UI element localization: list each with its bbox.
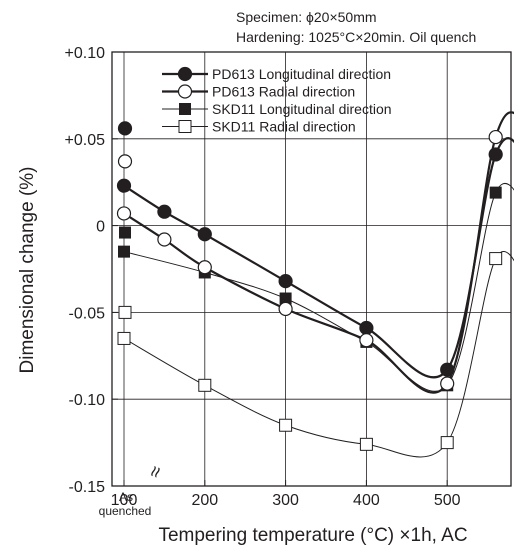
legend-marker (179, 103, 191, 115)
data-point-pd613-radial-direction (440, 376, 455, 391)
y-axis-title: Dimensional change (%) (17, 167, 38, 374)
series-line-pd613-longitudinal-direction (123, 137, 514, 379)
series-markers (116, 121, 503, 451)
data-point-pd613-longitudinal-direction (440, 362, 455, 377)
x-tick-label: 300 (272, 492, 299, 509)
data-point-skd11-longitudinal-direction (118, 245, 130, 258)
x-tick-label: 200 (191, 492, 218, 509)
x-tick-label: 500 (434, 492, 461, 509)
legend-label: PD613 Longitudinal direction (212, 66, 391, 82)
as-quenched-label-line1: As (119, 490, 133, 504)
legend-marker (177, 66, 193, 82)
legend-label: SKD11 Longitudinal direction (212, 101, 392, 117)
legend-marker (177, 84, 193, 99)
as-quenched-label-line2: quenched (99, 504, 152, 518)
as-quenched-point-skd11-longitudinal-direction (119, 226, 131, 239)
hardening-note: Hardening: 1025°C×20min. Oil quench (236, 29, 476, 45)
series-lines (123, 111, 514, 458)
legend-entry-skd11-longitudinal-direction: SKD11 Longitudinal direction (162, 101, 392, 117)
legend-marker (178, 120, 192, 133)
data-point-pd613-radial-direction (488, 129, 503, 145)
data-point-skd11-radial-direction (440, 436, 454, 450)
data-point-pd613-radial-direction (116, 206, 132, 221)
data-point-skd11-radial-direction (279, 418, 293, 432)
y-tick-label: +0.10 (65, 45, 106, 62)
y-tick-label: -0.10 (69, 392, 106, 409)
y-tick-label: 0 (96, 219, 105, 236)
data-point-pd613-longitudinal-direction (278, 274, 293, 289)
legend: PD613 Longitudinal direction PD613 Radial… (162, 66, 392, 135)
data-point-pd613-longitudinal-direction (488, 147, 503, 162)
series-line-pd613-radial-direction (123, 111, 514, 394)
data-point-pd613-radial-direction (157, 232, 172, 247)
data-point-skd11-radial-direction (117, 331, 131, 345)
x-tick-label: 100 (111, 492, 138, 509)
plot-frame (111, 51, 512, 487)
legend-entry-skd11-radial-direction: SKD11 Radial direction (162, 119, 356, 135)
legend-entry-pd613-radial-direction: PD613 Radial direction (162, 84, 355, 100)
data-point-skd11-radial-direction (359, 437, 373, 451)
data-point-pd613-radial-direction (359, 333, 374, 348)
data-point-skd11-radial-direction (198, 378, 212, 392)
y-tick-label: -0.15 (69, 479, 106, 496)
specimen-note: Specimen: ϕ20×50mm (236, 9, 377, 25)
data-point-pd613-radial-direction (197, 260, 212, 275)
as-quenched-point-pd613-radial-direction (117, 154, 133, 169)
axis-break-mark: ≈ (144, 463, 168, 481)
axis-ticks: 100200300400500600+0.10+0.050-0.05-0.10-… (65, 45, 461, 509)
legend-label: SKD11 Radial direction (212, 119, 356, 135)
data-point-pd613-longitudinal-direction (116, 178, 132, 193)
x-axis-title: Tempering temperature (°C) ×1h, AC (158, 525, 467, 546)
data-point-pd613-longitudinal-direction (359, 320, 374, 336)
y-tick-label: +0.05 (65, 132, 106, 149)
data-point-pd613-radial-direction (278, 301, 293, 317)
data-point-skd11-longitudinal-direction (489, 186, 502, 199)
legend-label: PD613 Radial direction (212, 84, 355, 100)
data-point-skd11-radial-direction (489, 252, 503, 266)
data-point-pd613-longitudinal-direction (197, 227, 212, 242)
as-quenched-point-pd613-longitudinal-direction (117, 121, 133, 136)
legend-entry-pd613-longitudinal-direction: PD613 Longitudinal direction (162, 66, 391, 82)
as-quenched-point-skd11-radial-direction (118, 305, 132, 319)
x-tick-label: 400 (353, 492, 380, 509)
grid (112, 52, 511, 486)
series (116, 111, 514, 458)
y-tick-label: -0.05 (69, 305, 106, 322)
data-point-pd613-longitudinal-direction (157, 204, 172, 219)
